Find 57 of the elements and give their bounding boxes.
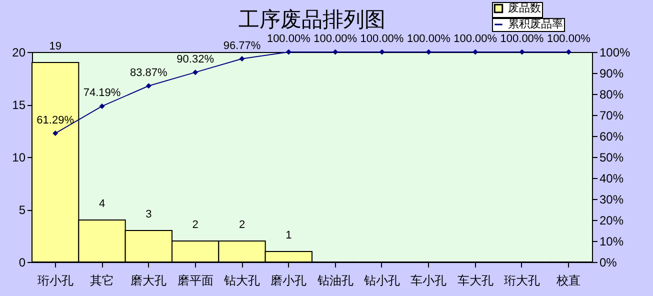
point <box>379 49 385 55</box>
data-label: 61.29% <box>36 114 74 126</box>
y2-tick-label: 100% <box>600 46 631 60</box>
x-tick-label: 珩小孔 <box>37 274 74 288</box>
point <box>146 83 152 89</box>
x-tick-label: 珩大孔 <box>504 274 540 288</box>
data-label: 100.00% <box>360 33 404 45</box>
y2-tick-label: 40% <box>600 172 624 186</box>
point <box>52 130 58 136</box>
y2-tick-label: 30% <box>600 192 624 206</box>
y2-tick-label: 70% <box>600 108 624 122</box>
data-label: 2 <box>238 219 246 231</box>
y2-tick-label: 80% <box>600 88 624 102</box>
chart-title: 工序废品排列图 <box>238 8 386 32</box>
y2-tick-label: 50% <box>600 150 624 164</box>
data-label: 83.87% <box>130 66 168 79</box>
x-tick-label: 磨小孔 <box>270 274 307 288</box>
data-label: 100.00% <box>314 33 358 45</box>
data-label: 4 <box>98 198 106 210</box>
data-label: 74.19% <box>83 87 121 100</box>
y-tick-label: 20 <box>12 46 26 60</box>
data-label: 19 <box>49 40 62 52</box>
point <box>239 56 245 62</box>
x-tick-label: 校直 <box>556 274 581 288</box>
legend-label: 累积废品率 <box>508 18 563 30</box>
y-tick-label: 0 <box>18 256 26 270</box>
data-label: 100.00% <box>454 33 498 45</box>
x-tick-label: 磨大孔 <box>130 274 167 288</box>
point <box>519 49 525 55</box>
data-label: 1 <box>286 230 292 242</box>
data-label: 2 <box>192 219 198 231</box>
y2-tick-label: 20% <box>600 214 624 228</box>
data-label: 96.77% <box>223 40 261 52</box>
data-label: 100.00% <box>546 33 591 45</box>
x-tick-label: 磨平面 <box>177 274 214 288</box>
x-tick-label: 车大孔 <box>457 274 494 288</box>
y-tick-label: 15 <box>12 98 26 112</box>
x-tick-label: 钻大孔 <box>223 274 260 288</box>
x-tick-label: 车小孔 <box>410 274 447 288</box>
data-label: 90.32% <box>176 53 214 66</box>
x-tick-label: 其它 <box>90 274 114 288</box>
y2-tick-label: 10% <box>600 234 624 248</box>
point <box>286 49 292 55</box>
y2-tick-label: 0% <box>600 256 618 270</box>
data-label: 100.00% <box>266 33 311 45</box>
data-label: 100.00% <box>500 33 544 45</box>
x-tick-label: 钻油孔 <box>316 274 354 288</box>
y-tick-label: 10 <box>12 150 26 164</box>
y2-tick-label: 90% <box>600 66 624 80</box>
y2-tick-label: 60% <box>600 130 624 144</box>
legend-label: 废品数 <box>508 2 541 14</box>
x-tick-label: 钻小孔 <box>363 274 400 288</box>
y-tick-label: 5 <box>18 203 26 217</box>
point <box>192 70 198 76</box>
point <box>99 103 105 109</box>
data-label: 3 <box>146 208 152 220</box>
data-label: 100.00% <box>406 33 451 45</box>
